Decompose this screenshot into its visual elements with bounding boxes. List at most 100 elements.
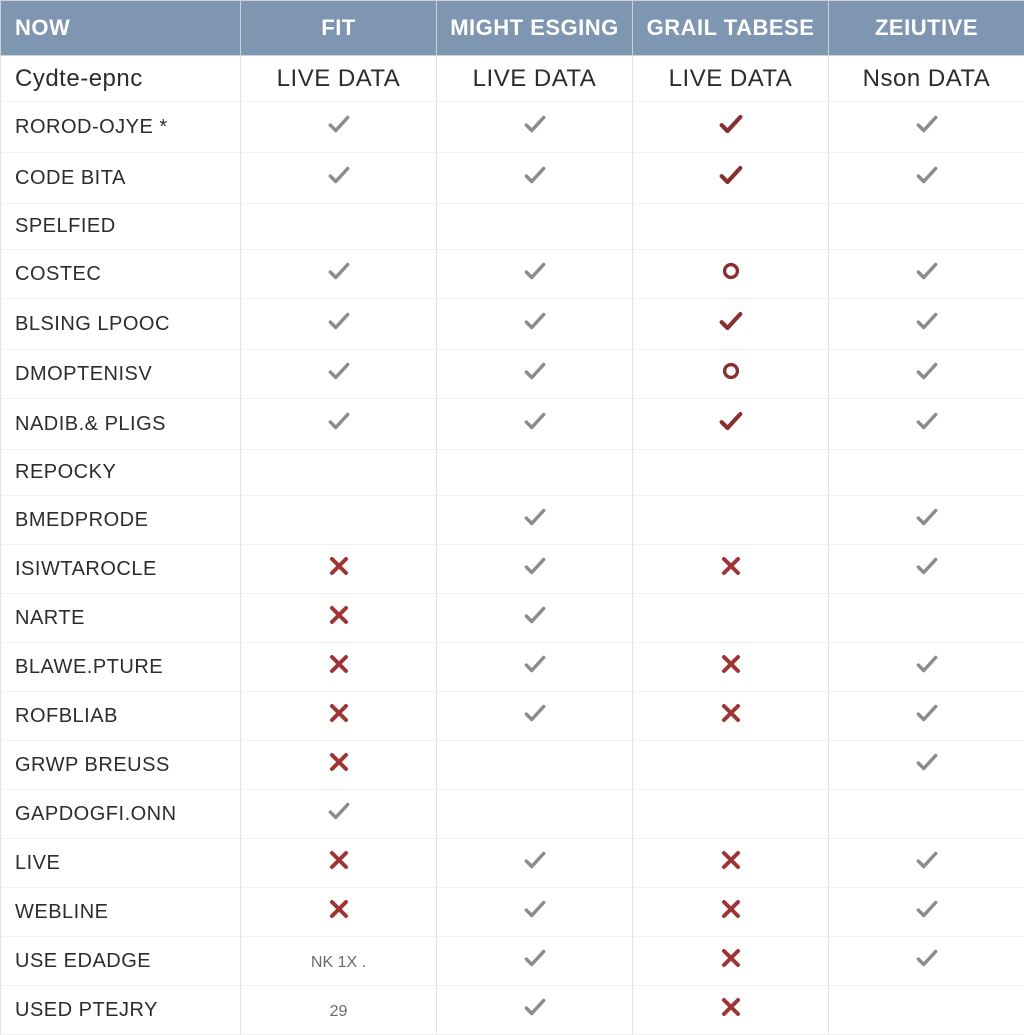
feature-cell <box>829 986 1024 1035</box>
comparison-table: NOW FIT MIGHT ESGING GRAIL TABESE ZEIUTI… <box>0 0 1024 1035</box>
subheader-cell: LIVE DATA <box>437 56 633 102</box>
feature-cell <box>437 299 633 350</box>
feature-cell <box>437 594 633 643</box>
col-header-1: FIT <box>241 1 437 56</box>
feature-cell <box>437 937 633 986</box>
feature-cell <box>633 153 829 204</box>
feature-cell <box>241 790 437 839</box>
row-label: NARTE <box>1 594 241 643</box>
feature-cell <box>437 350 633 399</box>
check-icon <box>522 700 548 726</box>
feature-cell <box>633 888 829 937</box>
feature-cell <box>829 299 1024 350</box>
feature-cell <box>437 496 633 545</box>
check-icon <box>522 308 548 334</box>
feature-cell <box>241 153 437 204</box>
check-icon <box>914 111 940 137</box>
check-icon <box>326 162 352 188</box>
feature-cell <box>437 450 633 496</box>
circle-icon <box>720 360 742 382</box>
cross-icon <box>327 701 351 725</box>
check-icon <box>522 162 548 188</box>
check-icon <box>522 358 548 384</box>
check-icon <box>522 602 548 628</box>
check-icon <box>326 258 352 284</box>
feature-cell <box>241 299 437 350</box>
col-header-0: NOW <box>1 1 241 56</box>
feature-cell <box>241 545 437 594</box>
check-icon <box>914 847 940 873</box>
table-row: GRWP BREUSS <box>1 741 1024 790</box>
feature-cell <box>633 545 829 594</box>
feature-cell <box>241 643 437 692</box>
cross-icon <box>719 848 743 872</box>
feature-cell <box>633 790 829 839</box>
table-row: NARTE <box>1 594 1024 643</box>
row-label: ISIWTAROCLE <box>1 545 241 594</box>
feature-cell <box>437 399 633 450</box>
row-label: SPELFIED <box>1 204 241 250</box>
feature-cell <box>829 888 1024 937</box>
check-icon <box>914 553 940 579</box>
table-row: COSTEC <box>1 250 1024 299</box>
feature-cell <box>829 204 1024 250</box>
table-row: NADIB.& PLIGS <box>1 399 1024 450</box>
feature-cell <box>241 692 437 741</box>
table-row: BLAWE.PTURE <box>1 643 1024 692</box>
check-icon <box>914 162 940 188</box>
feature-cell <box>241 204 437 250</box>
feature-cell <box>437 643 633 692</box>
feature-cell <box>633 204 829 250</box>
feature-cell <box>829 545 1024 594</box>
check-icon <box>522 651 548 677</box>
feature-cell <box>829 839 1024 888</box>
feature-cell <box>437 204 633 250</box>
feature-cell <box>633 986 829 1035</box>
table-row: USE EDADGENK 1X . <box>1 937 1024 986</box>
check-icon <box>522 896 548 922</box>
feature-cell <box>437 692 633 741</box>
feature-cell <box>633 399 829 450</box>
table-row: SPELFIED <box>1 204 1024 250</box>
row-label: GRWP BREUSS <box>1 741 241 790</box>
feature-cell <box>241 741 437 790</box>
check-icon <box>522 408 548 434</box>
check-icon <box>717 161 745 189</box>
feature-cell <box>633 839 829 888</box>
check-icon <box>522 945 548 971</box>
check-icon <box>914 308 940 334</box>
feature-cell <box>633 102 829 153</box>
feature-cell <box>829 741 1024 790</box>
table-row: REPOCKY <box>1 450 1024 496</box>
check-icon <box>717 110 745 138</box>
check-icon <box>914 651 940 677</box>
row-label: USED PTEJRY <box>1 986 241 1035</box>
feature-cell <box>829 450 1024 496</box>
table-row: ISIWTAROCLE <box>1 545 1024 594</box>
cross-icon <box>719 897 743 921</box>
check-icon <box>522 847 548 873</box>
table-row: ROFBLIAB <box>1 692 1024 741</box>
feature-cell <box>633 594 829 643</box>
feature-cell <box>829 153 1024 204</box>
check-icon <box>914 700 940 726</box>
feature-cell <box>633 692 829 741</box>
row-label: CODE BITA <box>1 153 241 204</box>
table-header: NOW FIT MIGHT ESGING GRAIL TABESE ZEIUTI… <box>1 1 1024 56</box>
row-label: NADIB.& PLIGS <box>1 399 241 450</box>
cross-icon <box>719 995 743 1019</box>
feature-cell <box>633 350 829 399</box>
feature-cell <box>241 250 437 299</box>
table-row: GAPDOGFI.ONN <box>1 790 1024 839</box>
cross-icon <box>327 750 351 774</box>
feature-cell <box>829 643 1024 692</box>
cross-icon <box>719 554 743 578</box>
table-row: WEBLINE <box>1 888 1024 937</box>
feature-cell: 29 <box>241 986 437 1035</box>
check-icon <box>326 308 352 334</box>
feature-cell <box>437 153 633 204</box>
cross-icon <box>327 652 351 676</box>
row-label: GAPDOGFI.ONN <box>1 790 241 839</box>
row-label: ROFBLIAB <box>1 692 241 741</box>
cell-text: NK 1X . <box>311 954 366 971</box>
